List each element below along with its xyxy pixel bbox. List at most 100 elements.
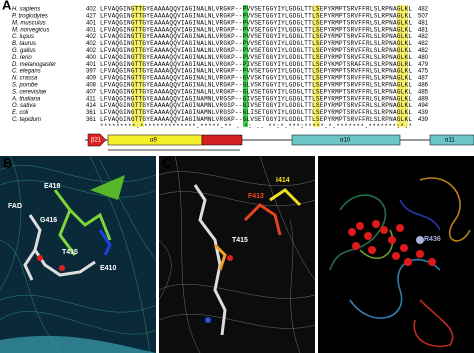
panel-label: A <box>2 0 12 12</box>
alignment: H. sapiens 402 LFVAQGINGTTGYEAAAAQQVIAGINA… <box>11 6 429 130</box>
species: A. thaliana <box>11 96 41 102</box>
end-position: 475 <box>418 69 429 75</box>
end-position: 507 <box>418 13 429 19</box>
end-position: 481 <box>418 27 429 33</box>
end-position: 439 <box>418 117 429 123</box>
sequence: LFVAQGINGTTGYEAAAAQQVIAGINALNLVRGKP--PVV… <box>100 26 412 33</box>
start-position: 361 <box>86 117 97 123</box>
residue-stick <box>98 229 112 256</box>
end-position: 487 <box>418 76 429 82</box>
start-position: 414 <box>86 103 97 109</box>
atom <box>227 255 233 261</box>
sequence: LFVAQGINGTTGYEAAAAQQVIAGINALNLVRGKP--PVV… <box>100 6 412 13</box>
start-position: 408 <box>86 82 97 88</box>
start-position: 361 <box>86 110 97 116</box>
species: C. lupus <box>12 34 34 40</box>
phosphate-stick <box>213 243 227 271</box>
species: M. norvegicus <box>12 27 49 33</box>
highlight <box>313 5 320 127</box>
conservation: *********.**************.*****.** . *: .… <box>100 123 412 130</box>
species: D. melanogaster <box>12 62 57 68</box>
highlight <box>132 5 144 127</box>
end-position: 489 <box>418 96 429 102</box>
start-position: 401 <box>86 20 97 26</box>
residue-label: R436 <box>424 236 441 243</box>
end-position: 482 <box>418 34 429 40</box>
highlight <box>397 5 408 127</box>
helix <box>429 134 474 146</box>
species: G. gallus <box>12 48 36 54</box>
residue-label: I414 <box>276 177 290 184</box>
residue-label: E410 <box>100 265 116 272</box>
start-position: 411 <box>86 96 96 102</box>
sequence: LFVAQGINGTTGYEAAAAQQVIAGINALNLVRGKP--PVV… <box>100 47 412 54</box>
label: α9 <box>150 138 157 144</box>
sequence: LFVAQGINGTTGYEAAAAQQVIAGINAMNLVRGSP--GIV… <box>100 102 412 109</box>
start-position: 407 <box>86 89 97 95</box>
species: S. pombe <box>12 82 38 88</box>
species: P. troglodytes <box>12 13 48 19</box>
label: β21 <box>91 138 102 144</box>
start-position: 401 <box>86 27 97 33</box>
sequence: LFVAQGINGTTGYEAAAAQQVIAGINAMNLVRGSP--GLI… <box>100 109 412 116</box>
atom <box>37 255 43 261</box>
fad-stick <box>193 184 227 336</box>
label: α10 <box>340 138 351 144</box>
panel-c: F413 I414 T415 C <box>158 155 316 353</box>
end-position: 482 <box>418 7 429 13</box>
residue-label: T415 <box>232 237 248 244</box>
helix <box>201 134 243 146</box>
end-position: 485 <box>418 89 429 95</box>
fad-stick <box>23 214 96 281</box>
start-position: 400 <box>86 55 97 61</box>
atom <box>59 265 65 271</box>
secondary-structure: β21 α9 α10 α11 <box>85 133 474 151</box>
helix <box>291 134 401 146</box>
end-position: 481 <box>418 20 429 26</box>
sequence: LFVAQGINGTTGYEAAAAQQVIAGINALNLVRGKP--PVV… <box>100 12 412 19</box>
sequence: LFVAQGINGTTGYEAAAAQQVIAGINALNLVRGKP--PVV… <box>100 68 412 75</box>
species: C. elegans <box>12 69 41 75</box>
sequence: LFVAQGINGTTGYEAAAAQQVIAGINALNLVRGKP--PVV… <box>100 54 412 61</box>
end-position: 439 <box>418 110 429 116</box>
end-position: 486 <box>418 82 429 88</box>
species: H. sapiens <box>12 7 40 13</box>
sequence: LFVAQGINGTTGYEAAAAQQVIAGINAMNLVRGSP--GIV… <box>100 95 412 102</box>
residue-stick <box>243 203 282 236</box>
residue-stick <box>269 188 302 207</box>
species: N. crassa <box>12 76 38 82</box>
start-position: 427 <box>86 13 97 19</box>
ribbon <box>90 175 125 200</box>
end-position: 482 <box>418 41 429 47</box>
alignment-highlights <box>132 5 408 127</box>
panel-label: C <box>162 155 172 170</box>
residue-label: F413 <box>248 193 264 200</box>
start-position: 409 <box>86 76 97 82</box>
end-position: 479 <box>418 62 429 68</box>
atom-spheres <box>348 220 436 266</box>
sequence: LFVAQGINGTTGYEAAAAQQVIAGINAMNLVRGKP--GLV… <box>100 116 412 123</box>
start-position: 402 <box>86 41 97 47</box>
panel-label: B <box>3 155 12 170</box>
start-position: 402 <box>86 34 97 40</box>
species: O. sativa <box>12 103 36 109</box>
species: S. cerevisiae <box>12 89 47 95</box>
sequence: LFVAQGINGTTGYEAAAAQQVIAGINALNLVRGKP--GLV… <box>100 88 412 95</box>
species: C. tepidum <box>12 117 41 123</box>
residue-stick <box>53 189 112 256</box>
sequence: LFVAQGINGTTGYEAAAAQQVIAGINALNLVRGKP--PVV… <box>100 33 412 40</box>
species: B. taurus <box>12 41 36 47</box>
sequence: LFVAQGINGTTGYEAAAAQQVIAGINALNLVRGKP--PVV… <box>100 40 412 47</box>
atom <box>205 317 211 323</box>
atom <box>416 236 424 244</box>
end-position: 494 <box>418 103 429 109</box>
sequence: LFVAQGINGTTGYEAAAAQQVIAGINALNLVRGKP--PVV… <box>100 19 412 26</box>
species: D. rerio <box>12 55 32 61</box>
residue-label: FAD <box>8 203 22 210</box>
ribbon <box>0 335 156 353</box>
end-position: 480 <box>418 55 429 61</box>
residue-label: G416 <box>40 217 57 224</box>
species: E. coli <box>12 110 29 116</box>
